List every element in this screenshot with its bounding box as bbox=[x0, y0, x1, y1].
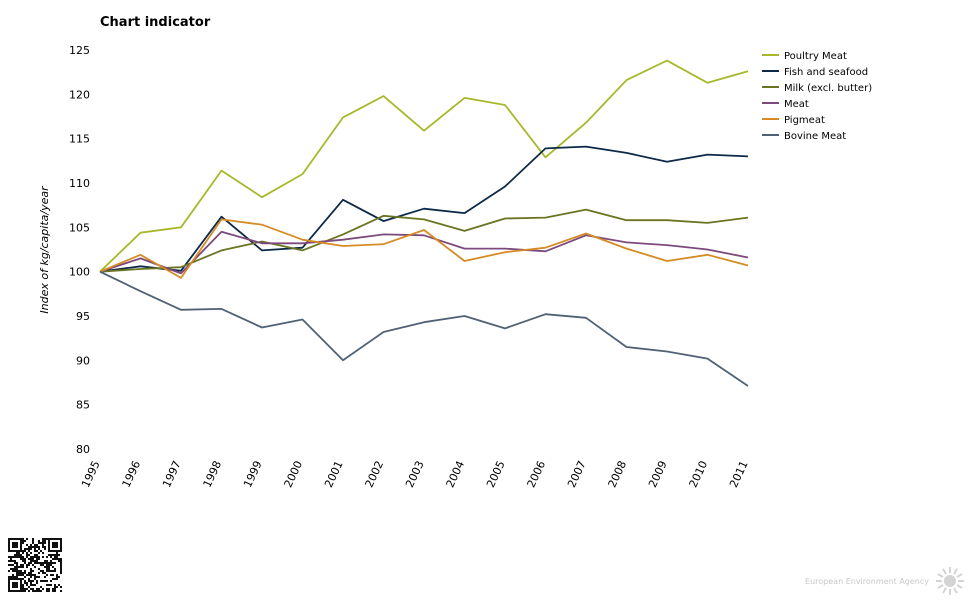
x-tick-label: 1999 bbox=[241, 459, 265, 490]
x-tick-label: 2010 bbox=[687, 459, 711, 490]
legend-item[interactable]: Fish and seafood bbox=[762, 67, 868, 78]
x-tick-label: 2007 bbox=[565, 459, 589, 490]
y-tick-label: 80 bbox=[76, 443, 90, 456]
series-line[interactable] bbox=[99, 218, 749, 279]
eea-logo-icon bbox=[936, 567, 964, 595]
y-tick-label: 125 bbox=[69, 44, 90, 57]
y-tick-label: 100 bbox=[69, 266, 90, 279]
x-tick-label: 2002 bbox=[363, 459, 387, 490]
x-axis: 1995 1996 1997 1998 1999 2000 2001 2002 2003 2004… bbox=[79, 459, 751, 490]
legend-item[interactable]: Poultry Meat bbox=[762, 51, 847, 62]
x-tick-label: 1998 bbox=[201, 459, 225, 490]
series-line[interactable] bbox=[99, 230, 749, 275]
legend-item[interactable]: Meat bbox=[762, 99, 809, 110]
y-tick-label: 95 bbox=[76, 310, 90, 323]
x-tick-label: 1997 bbox=[160, 459, 184, 490]
x-tick-label: 2005 bbox=[484, 459, 508, 490]
y-axis: 80 85 90 95 100 105 110 115 120 125 bbox=[69, 44, 90, 456]
y-tick-label: 90 bbox=[76, 354, 90, 367]
qr-code-image bbox=[8, 538, 62, 592]
footer-brand: European Environment Agency bbox=[805, 566, 965, 596]
legend-label: Meat bbox=[784, 99, 809, 110]
y-tick-label: 85 bbox=[76, 399, 90, 412]
x-tick-label: 2004 bbox=[444, 459, 468, 490]
x-tick-label: 2006 bbox=[525, 459, 549, 490]
x-tick-label: 2011 bbox=[727, 459, 751, 490]
y-tick-label: 115 bbox=[69, 133, 90, 146]
y-axis-title: Index of kg/capita/year bbox=[38, 185, 51, 314]
series-line[interactable] bbox=[99, 145, 749, 273]
series-line[interactable] bbox=[99, 59, 749, 273]
x-tick-label: 2009 bbox=[646, 459, 670, 490]
x-tick-label: 2001 bbox=[322, 459, 346, 490]
y-tick-label: 120 bbox=[69, 88, 90, 101]
legend-item[interactable]: Pigmeat bbox=[762, 115, 825, 126]
series-line[interactable] bbox=[99, 270, 749, 387]
legend[interactable]: Poultry Meat Fish and seafood Milk (excl. … bbox=[762, 51, 872, 142]
legend-item[interactable]: Bovine Meat bbox=[762, 131, 846, 142]
footer-brand-text: European Environment Agency bbox=[805, 576, 929, 586]
x-tick-label: 2003 bbox=[403, 459, 427, 490]
y-tick-label: 110 bbox=[69, 177, 90, 190]
x-tick-label: 1996 bbox=[120, 459, 144, 490]
chart-title: Chart indicator bbox=[100, 15, 211, 30]
legend-item[interactable]: Milk (excl. butter) bbox=[762, 83, 872, 94]
legend-label: Poultry Meat bbox=[784, 51, 847, 62]
legend-label: Milk (excl. butter) bbox=[784, 83, 872, 94]
y-tick-label: 105 bbox=[69, 221, 90, 234]
series-group bbox=[99, 59, 749, 387]
legend-label: Pigmeat bbox=[784, 115, 825, 126]
legend-label: Fish and seafood bbox=[784, 67, 868, 78]
x-tick-label: 2000 bbox=[282, 459, 306, 490]
x-tick-label: 1995 bbox=[79, 459, 103, 490]
series-line[interactable] bbox=[99, 208, 749, 273]
x-tick-label: 2008 bbox=[606, 459, 630, 490]
legend-label: Bovine Meat bbox=[784, 131, 846, 142]
